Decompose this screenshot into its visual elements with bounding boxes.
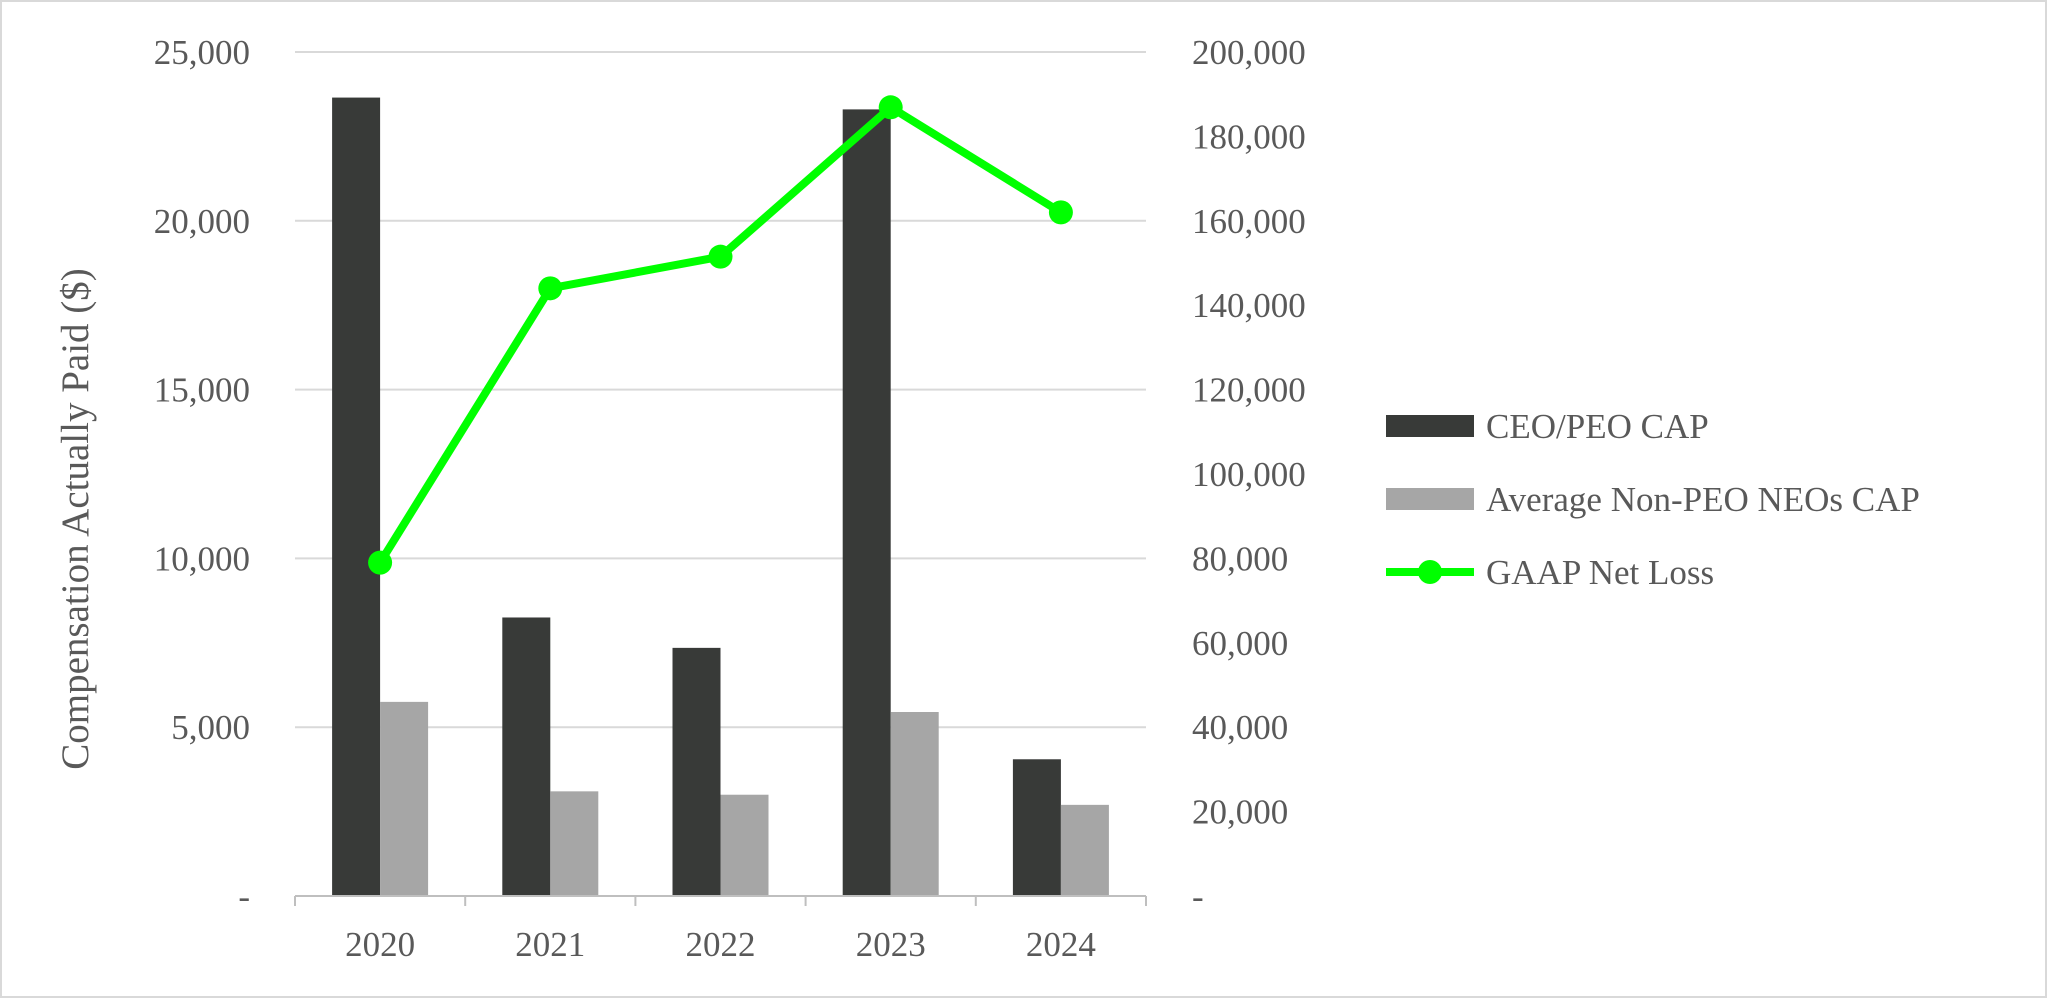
y-left-tick-label: 20,000	[154, 202, 250, 241]
point-gaap-net-loss	[878, 95, 903, 120]
y-left-tick-label: 15,000	[154, 371, 250, 410]
line-series	[368, 95, 1073, 575]
y-right-tick-label: 200,000	[1192, 33, 1306, 72]
legend-swatch-average-non-peo-neos-cap	[1386, 488, 1474, 510]
y-right-tick-label: 60,000	[1192, 624, 1288, 663]
y-right-tick-label: 100,000	[1192, 455, 1306, 494]
legend-label-gaap-net-loss: GAAP Net Loss	[1486, 553, 1714, 592]
point-gaap-net-loss	[368, 550, 393, 575]
bar-ceo-peo-cap	[672, 647, 721, 896]
legend: CEO/PEO CAP Average Non-PEO NEOs CAP GAAP …	[1386, 407, 1920, 592]
point-gaap-net-loss	[538, 276, 563, 301]
bar-average-non-peo-neos-cap	[720, 794, 769, 896]
legend-marker-gaap-net-loss	[1418, 560, 1442, 584]
y-left-tick-label: 5,000	[171, 708, 250, 747]
y-right-tick-label: 180,000	[1192, 117, 1306, 156]
bar-average-non-peo-neos-cap	[380, 701, 429, 896]
x-tick-label: 2020	[345, 925, 415, 964]
y-left-tick-label: 10,000	[154, 539, 250, 578]
y-left-tick-label: 25,000	[154, 33, 250, 72]
y-right-tick-label: 120,000	[1192, 371, 1306, 410]
y-right-tick-label: 140,000	[1192, 286, 1306, 325]
bars	[332, 97, 1109, 897]
axes: - 5,000 10,000 15,000 20,000 25,000 - 20,000 40,…	[154, 33, 1306, 964]
legend-label-ceo-peo-cap: CEO/PEO CAP	[1486, 407, 1709, 446]
bar-ceo-peo-cap	[1012, 759, 1061, 896]
bar-ceo-peo-cap	[332, 97, 381, 897]
y-left-tick-label: -	[238, 877, 250, 916]
x-tick-label: 2021	[515, 925, 585, 964]
legend-label-average-non-peo-neos-cap: Average Non-PEO NEOs CAP	[1486, 480, 1920, 519]
bar-average-non-peo-neos-cap	[1060, 804, 1109, 896]
bar-average-non-peo-neos-cap	[550, 791, 599, 896]
x-tick-label: 2024	[1026, 925, 1096, 964]
legend-swatch-ceo-peo-cap	[1386, 415, 1474, 437]
x-tick-label: 2022	[686, 925, 756, 964]
bar-average-non-peo-neos-cap	[890, 712, 939, 896]
bar-ceo-peo-cap	[502, 617, 551, 896]
bar-ceo-peo-cap	[842, 109, 891, 897]
y-right-tick-label: -	[1192, 877, 1204, 916]
point-gaap-net-loss	[708, 244, 733, 269]
y-right-tick-label: 20,000	[1192, 793, 1288, 832]
point-gaap-net-loss	[1048, 200, 1073, 225]
y-axis-title: Compensation Actually Paid ($)	[54, 268, 97, 770]
y-right-tick-label: 160,000	[1192, 202, 1306, 241]
x-tick-label: 2023	[856, 925, 926, 964]
gridlines	[295, 51, 1146, 729]
y-right-tick-label: 40,000	[1192, 708, 1288, 747]
y-right-tick-label: 80,000	[1192, 539, 1288, 578]
